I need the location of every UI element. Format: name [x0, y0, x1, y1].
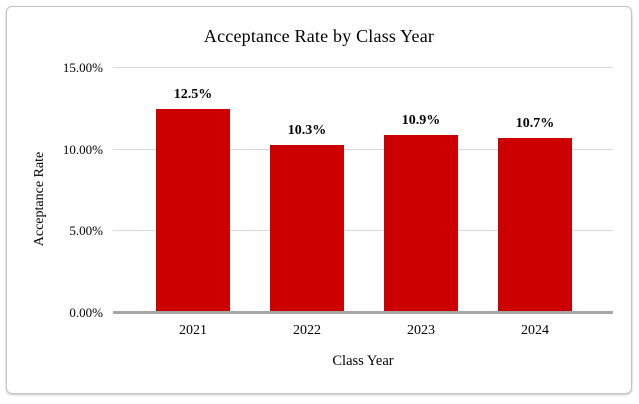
gridline — [113, 148, 613, 150]
bar-slot: 10.3% 2022 — [250, 68, 364, 338]
chart-card: Acceptance Rate by Class Year Acceptance… — [6, 6, 632, 394]
gridline — [113, 230, 613, 232]
y-axis-title: Acceptance Rate — [32, 151, 47, 247]
bar-value-label: 10.9% — [401, 112, 441, 128]
bar-series: 12.5% 2021 10.3% 2022 10.9% 2023 10.7% 2024 — [136, 68, 592, 338]
bar-slot: 12.5% 2021 — [136, 68, 250, 338]
bar-value-label: 10.7% — [515, 116, 555, 132]
x-tick-label: 2022 — [293, 323, 321, 338]
bar-2022 — [270, 144, 344, 313]
x-axis-line — [113, 311, 613, 314]
plot-area: 0.00% 5.00% 10.00% 15.00% 12.5% 2021 10.3% 202… — [63, 60, 613, 338]
x-axis-title: Class Year — [332, 353, 394, 369]
bar-2024 — [498, 138, 572, 313]
y-tick-label: 0.00% — [69, 305, 103, 320]
gridline — [113, 67, 613, 68]
x-tick-label: 2021 — [179, 323, 207, 338]
y-tick-label: 5.00% — [69, 223, 103, 239]
bar-2023 — [384, 134, 458, 313]
x-tick-label: 2024 — [521, 323, 549, 338]
chart-title: Acceptance Rate by Class Year — [203, 26, 435, 46]
bar-slot: 10.7% 2024 — [478, 68, 592, 338]
bar-value-label: 12.5% — [173, 86, 213, 102]
x-tick-label: 2023 — [407, 323, 435, 338]
bar-slot: 10.9% 2023 — [364, 68, 478, 338]
y-tick-label: 15.00% — [62, 60, 103, 75]
bar-value-label: 10.3% — [287, 122, 327, 138]
y-tick-label: 10.00% — [62, 141, 103, 157]
bar-2021 — [156, 108, 230, 313]
